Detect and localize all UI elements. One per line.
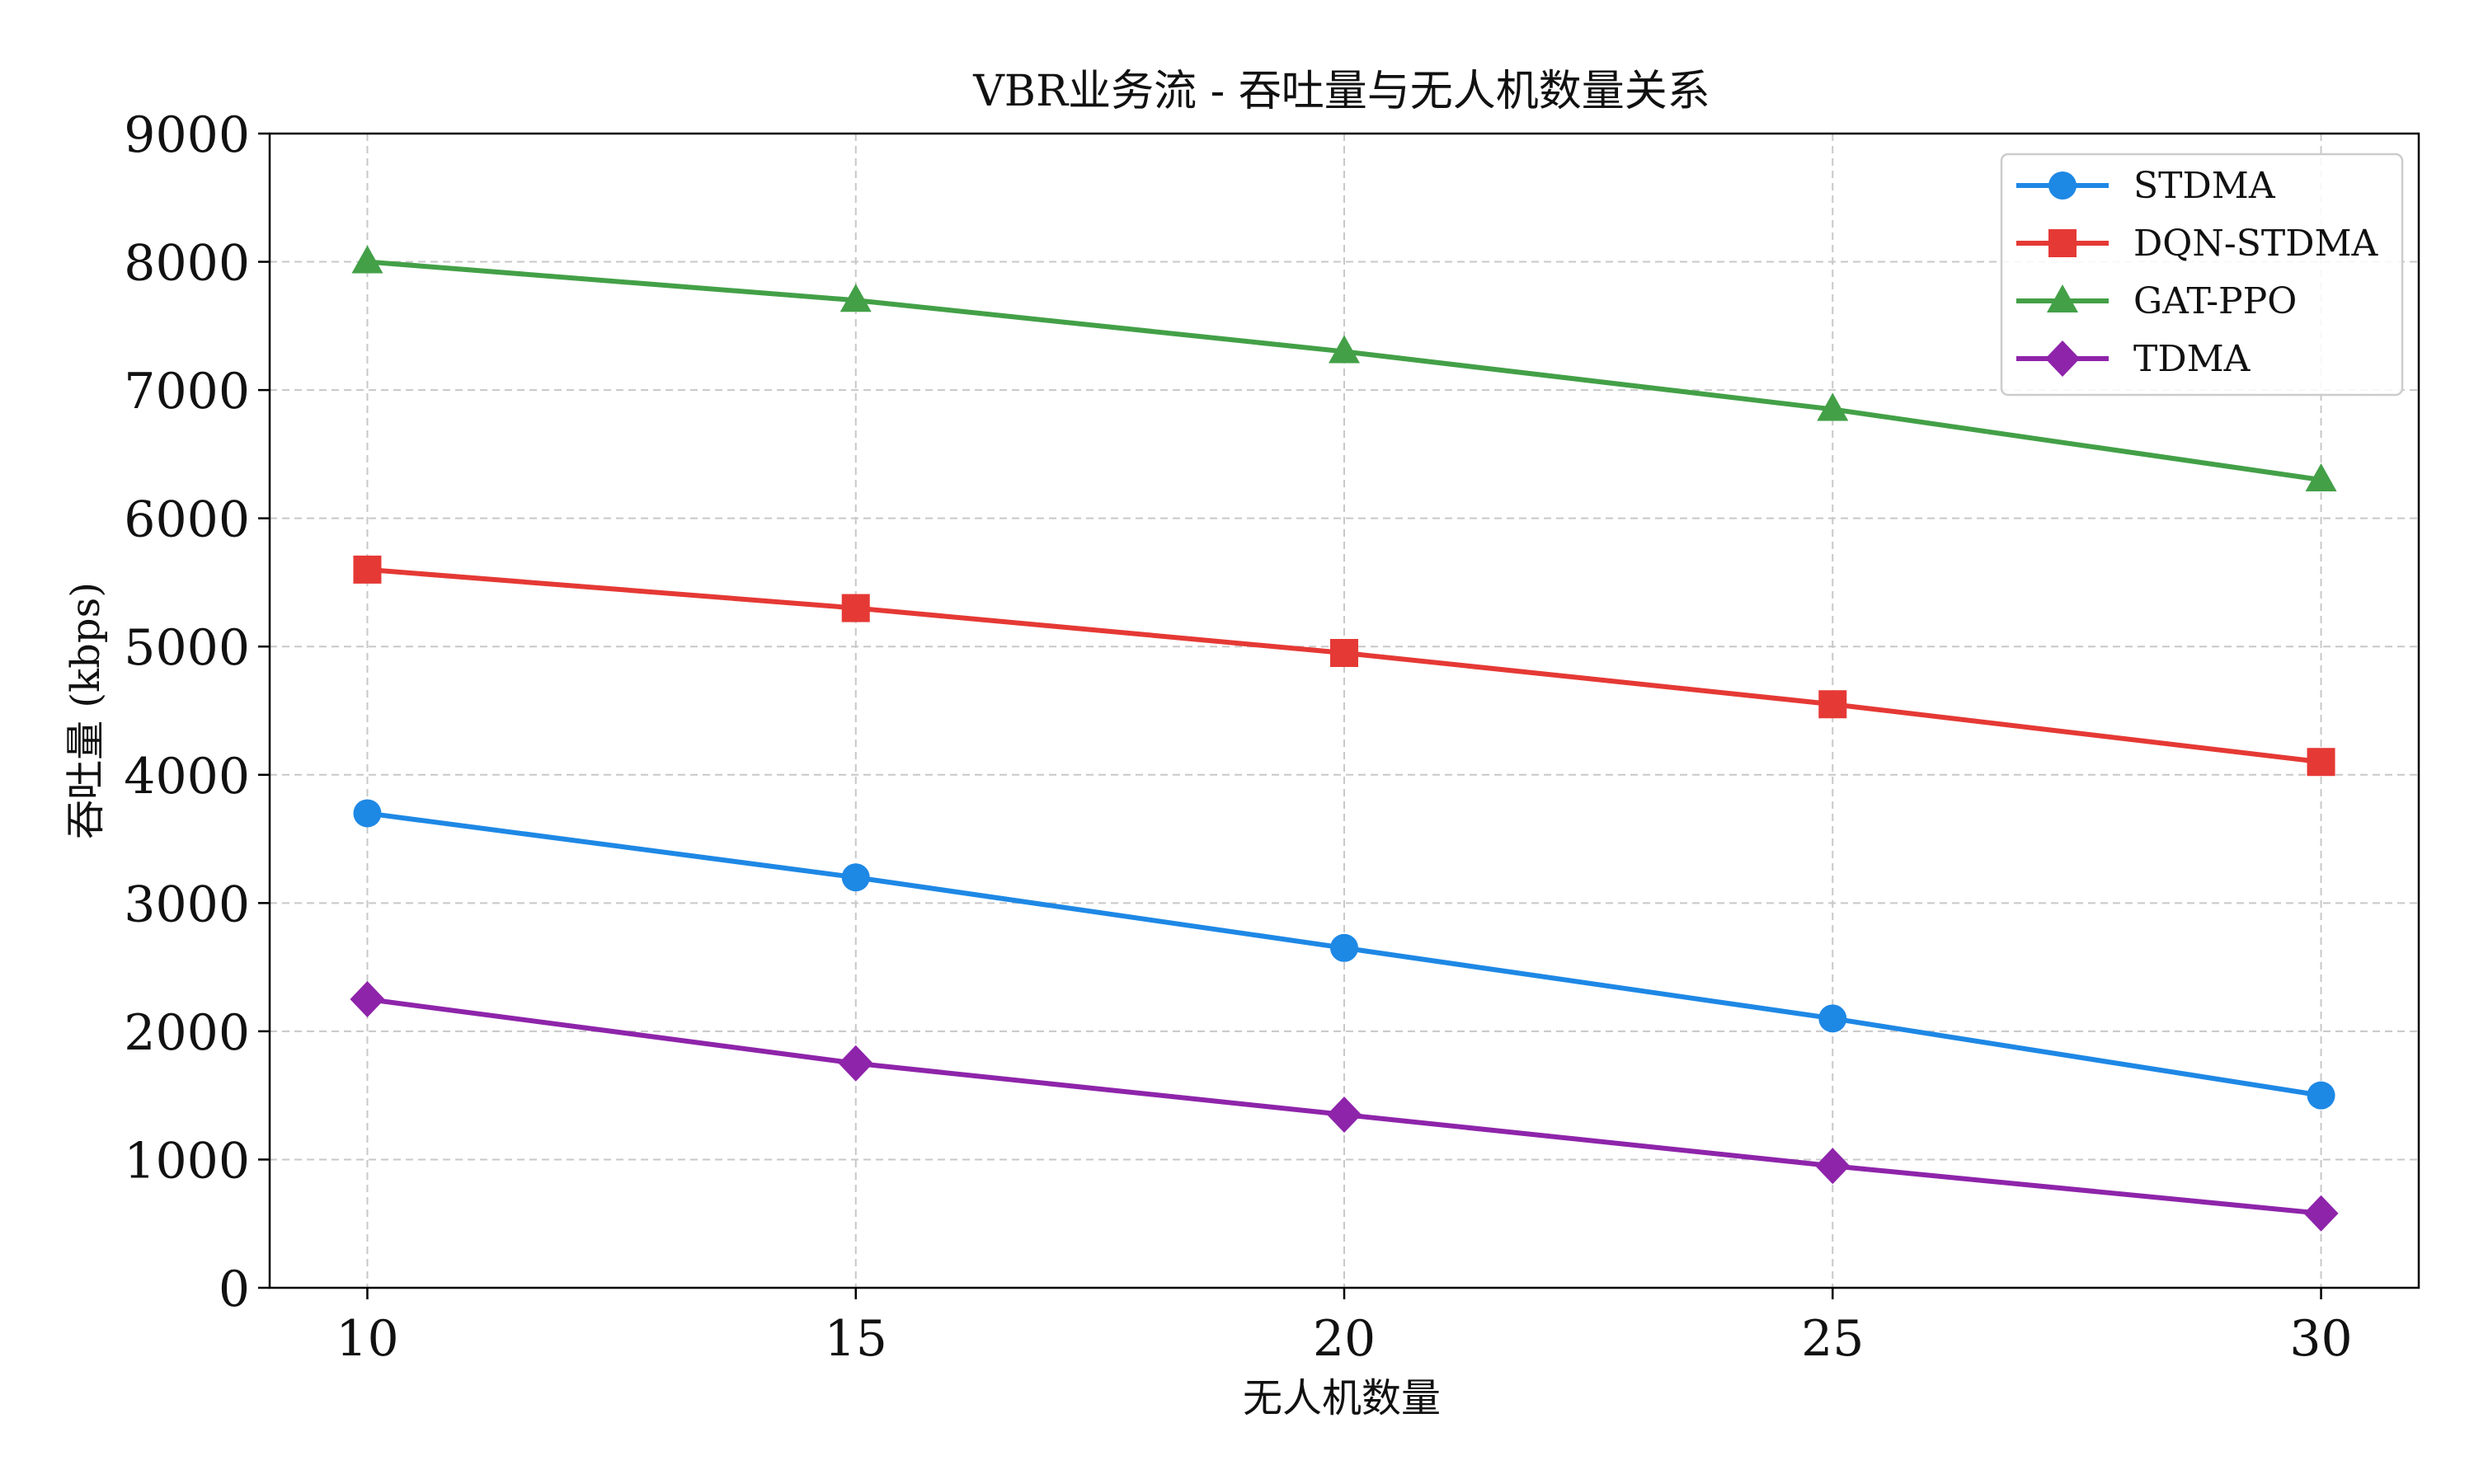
legend-entry-dqn-stdma: DQN-STDMA xyxy=(2016,223,2379,265)
chart-title: VBR业务流 - 吞吐量与无人机数量关系 xyxy=(972,67,1710,116)
data-point-tdma xyxy=(1327,1097,1362,1133)
y-tick-label: 1000 xyxy=(124,1132,250,1190)
y-tick-label: 0 xyxy=(219,1261,250,1318)
data-point-dqn-stdma xyxy=(1330,639,1358,667)
y-tick-label: 2000 xyxy=(124,1004,250,1062)
legend-marker xyxy=(2047,284,2078,312)
legend-entry-stdma: STDMA xyxy=(2016,165,2276,207)
x-axis-label: 无人机数量 xyxy=(1243,1375,1441,1421)
y-tick-label: 8000 xyxy=(124,235,250,293)
axes: 0 1000 2000 3000 4000 5000 6000 7000 8000 9000 10 1… xyxy=(124,106,2352,1368)
legend-entry-gat-ppo: GAT-PPO xyxy=(2016,280,2297,322)
series-layer xyxy=(350,245,2339,1232)
data-point-stdma xyxy=(353,799,382,828)
series-gat-ppo xyxy=(351,245,2337,491)
x-tick-label: 30 xyxy=(2289,1310,2352,1368)
series-dqn-stdma xyxy=(353,555,2335,777)
data-point-gat-ppo xyxy=(1817,392,1849,421)
data-point-dqn-stdma xyxy=(353,555,382,584)
legend-marker xyxy=(2048,229,2077,257)
y-tick-label: 3000 xyxy=(124,876,250,933)
x-tick-label: 10 xyxy=(336,1310,398,1368)
legend-marker xyxy=(2048,171,2077,200)
y-axis-label: 吞吐量 (kbps) xyxy=(63,582,109,839)
data-point-dqn-stdma xyxy=(2307,748,2335,777)
data-point-dqn-stdma xyxy=(841,594,870,622)
data-point-tdma xyxy=(2303,1195,2339,1232)
data-point-gat-ppo xyxy=(840,284,872,312)
data-point-stdma xyxy=(1330,933,1358,962)
data-point-tdma xyxy=(838,1045,873,1082)
data-point-stdma xyxy=(2307,1081,2335,1110)
legend-label: DQN-STDMA xyxy=(2133,223,2379,265)
x-tick-label: 15 xyxy=(825,1310,887,1368)
y-tick-label: 4000 xyxy=(124,748,250,805)
x-tick-label: 20 xyxy=(1313,1310,1376,1368)
legend-box xyxy=(2000,153,2404,397)
legend-label: STDMA xyxy=(2133,165,2276,207)
series-tdma xyxy=(350,981,2339,1232)
data-point-gat-ppo xyxy=(2305,463,2337,491)
data-point-stdma xyxy=(841,863,870,892)
y-tick-label: 5000 xyxy=(124,619,250,677)
legend-entry-tdma: TDMA xyxy=(2016,338,2251,380)
data-point-tdma xyxy=(1815,1148,1851,1185)
y-tick-label: 7000 xyxy=(124,363,250,420)
data-point-gat-ppo xyxy=(1329,335,1360,364)
legend-marker xyxy=(2045,340,2080,377)
data-point-stdma xyxy=(1818,1004,1847,1033)
data-point-gat-ppo xyxy=(351,245,383,274)
data-point-tdma xyxy=(350,981,385,1017)
data-point-dqn-stdma xyxy=(1818,690,1847,719)
series-stdma xyxy=(353,799,2335,1110)
legend: STDMA DQN-STDMA GAT-PPO TDMA xyxy=(2000,153,2404,397)
y-tick-label: 9000 xyxy=(124,106,250,164)
x-tick-label: 25 xyxy=(1801,1310,1864,1368)
legend-label: GAT-PPO xyxy=(2133,280,2297,322)
y-tick-label: 6000 xyxy=(124,491,250,549)
legend-label: TDMA xyxy=(2133,338,2251,380)
